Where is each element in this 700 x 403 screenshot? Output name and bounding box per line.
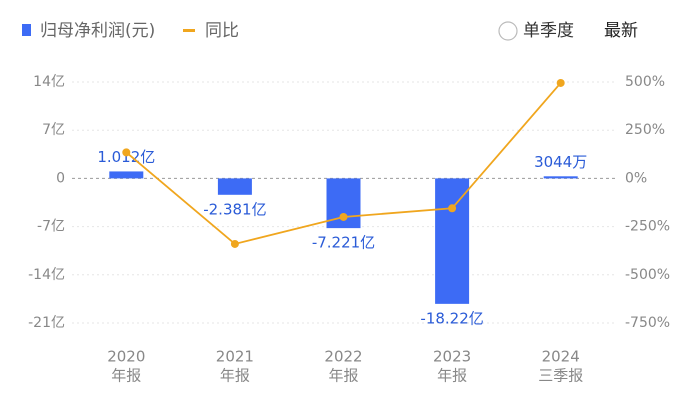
line-point: [230, 239, 239, 248]
data-label: -18.22亿: [420, 309, 483, 327]
data-label: 1.012亿: [97, 148, 155, 166]
legend-label: 归母净利润(元): [40, 21, 155, 41]
data-label: 3044万: [534, 153, 587, 171]
x-tick-label: 年报: [111, 367, 141, 385]
y-tick-label: -21亿: [28, 315, 65, 331]
legend-swatch: [22, 24, 31, 36]
x-tick-label: 年报: [220, 367, 250, 385]
control-label[interactable]: 单季度: [523, 21, 574, 41]
y-tick-label: -14亿: [28, 267, 65, 283]
line-point: [448, 204, 457, 213]
y2-tick-label: -500%: [625, 267, 670, 283]
data-label: -2.381亿: [203, 200, 266, 218]
y2-tick-label: 500%: [625, 74, 665, 90]
x-tick-label: 2023: [433, 348, 471, 366]
line-point: [339, 212, 348, 221]
x-tick-label: 年报: [328, 367, 358, 385]
control-label[interactable]: 最新: [604, 21, 638, 41]
legend-label: 同比: [205, 21, 239, 41]
data-label: -7.221亿: [312, 234, 375, 252]
y2-tick-label: 0%: [625, 170, 647, 186]
x-tick-label: 年报: [437, 367, 467, 385]
y2-tick-label: -750%: [625, 315, 670, 331]
line-point: [556, 78, 565, 87]
bar: [435, 178, 470, 304]
y-tick-label: 0: [56, 170, 65, 186]
bar: [217, 178, 252, 195]
line-point: [122, 148, 131, 157]
x-tick-label: 2024: [542, 348, 580, 366]
bar: [543, 176, 578, 179]
y-tick-label: 14亿: [33, 74, 65, 90]
y2-tick-label: -250%: [625, 219, 670, 235]
y-tick-label: 7亿: [42, 122, 65, 138]
x-tick-label: 三季报: [538, 367, 583, 385]
x-tick-label: 2020: [107, 348, 145, 366]
bar: [109, 171, 144, 179]
y2-tick-label: 250%: [625, 122, 665, 138]
radio[interactable]: [498, 21, 518, 41]
y-tick-label: -7亿: [37, 219, 65, 235]
legend-swatch: [183, 29, 195, 32]
x-tick-label: 2021: [216, 348, 254, 366]
x-tick-label: 2022: [324, 348, 362, 366]
